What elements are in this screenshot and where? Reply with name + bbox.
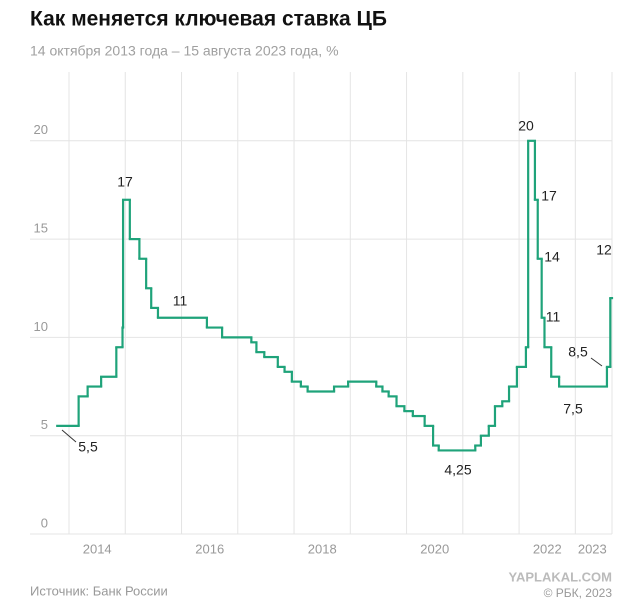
x-tick-label: 2018 <box>308 541 337 556</box>
x-tick-label: 2014 <box>83 541 112 556</box>
data-label: 20 <box>518 118 534 134</box>
y-tick-label: 0 <box>41 515 48 530</box>
x-tick-label: 2016 <box>195 541 224 556</box>
data-label: 17 <box>541 188 557 204</box>
plot: 5,5 17 11 4,25 20 17 14 11 7,5 8,5 12 <box>56 118 614 478</box>
watermark: YAPLAKAL.COM <box>508 569 612 584</box>
y-tick-label: 20 <box>34 122 48 137</box>
data-label: 5,5 <box>78 439 98 455</box>
y-tick-label: 15 <box>34 221 48 236</box>
credit: © РБК, 2023 <box>544 586 613 600</box>
data-label: 17 <box>117 174 133 190</box>
chart-title: Как меняется ключевая ставка ЦБ <box>30 8 387 31</box>
data-label: 11 <box>173 293 188 309</box>
x-tick-label: 2020 <box>420 541 449 556</box>
y-tick-label: 10 <box>34 319 48 334</box>
leader-line <box>61 429 77 443</box>
leader-line <box>590 357 603 367</box>
x-tick-label: 2023 <box>578 541 607 556</box>
data-label: 11 <box>546 309 561 325</box>
source: Источник: Банк России <box>30 583 168 598</box>
data-label: 12 <box>596 242 612 258</box>
chart-subtitle: 14 октября 2013 года – 15 августа 2023 г… <box>30 43 339 59</box>
x-tick-label: 2022 <box>533 541 562 556</box>
data-label: 8,5 <box>568 344 588 360</box>
data-label: 14 <box>544 249 560 265</box>
data-label: 7,5 <box>563 401 583 417</box>
y-tick-label: 5 <box>41 417 48 432</box>
data-label: 4,25 <box>444 462 471 478</box>
